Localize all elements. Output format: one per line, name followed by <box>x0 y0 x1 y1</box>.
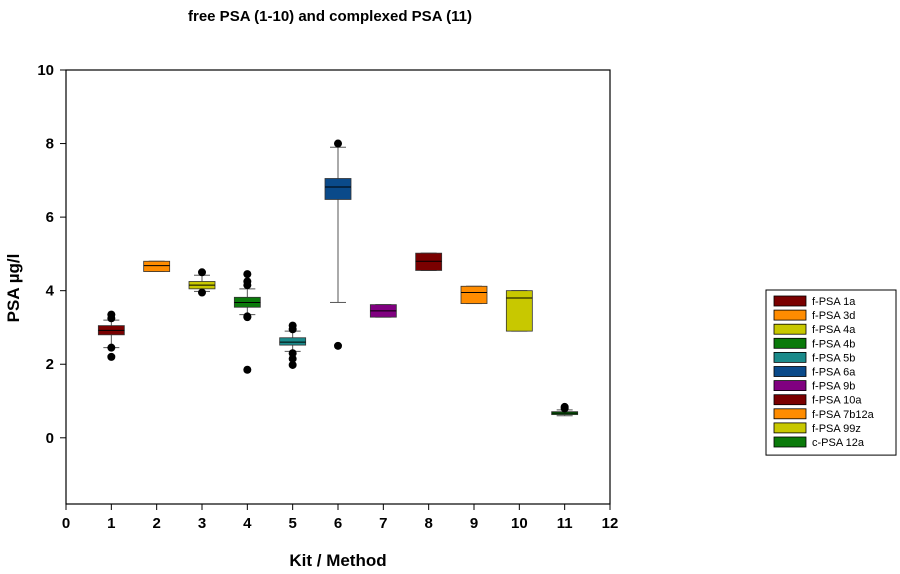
box-5 <box>279 321 307 369</box>
box-3 <box>188 268 216 297</box>
box-body <box>415 252 443 271</box>
x-axis-label: Kit / Method <box>289 551 386 570</box>
legend-label: f-PSA 7b12a <box>812 409 875 421</box>
legend-label: f-PSA 9b <box>812 381 855 393</box>
outlier-point <box>560 404 569 413</box>
plot-area <box>97 139 579 417</box>
y-tick-label: 8 <box>46 136 54 153</box>
legend-swatch <box>773 394 807 406</box>
x-tick-label: 7 <box>379 515 387 532</box>
box-10 <box>505 290 533 332</box>
legend-label: f-PSA 99z <box>812 423 861 435</box>
legend-label: f-PSA 5b <box>812 352 855 364</box>
x-tick-label: 5 <box>288 515 296 532</box>
legend-swatch <box>773 309 807 321</box>
outlier-point <box>107 343 116 352</box>
y-axis-label: PSA µg/l <box>4 254 23 323</box>
legend-swatch <box>773 351 807 363</box>
box-11 <box>551 402 579 417</box>
chart-title: free PSA (1-10) and complexed PSA (11) <box>188 8 472 25</box>
x-tick-label: 3 <box>198 515 206 532</box>
legend-swatch <box>773 380 807 392</box>
y-tick-label: 0 <box>46 430 54 447</box>
x-tick-label: 4 <box>243 515 252 532</box>
x-tick-label: 9 <box>470 515 478 532</box>
outlier-point <box>243 281 252 290</box>
outlier-point <box>334 139 342 148</box>
legend-swatch <box>773 436 807 448</box>
box-7 <box>369 304 397 318</box>
legend-label: f-PSA 10a <box>812 395 862 407</box>
box-4 <box>233 270 261 374</box>
legend-label: c-PSA 12a <box>812 437 865 449</box>
outlier-point <box>107 310 116 319</box>
outlier-point <box>107 352 116 361</box>
legend-label: f-PSA 3d <box>812 310 855 322</box>
legend: f-PSA 1a f-PSA 3d f-PSA 4a f-PSA 4b f-PSA 5b… <box>765 289 897 456</box>
box-2 <box>143 260 171 273</box>
box-6 <box>324 139 352 350</box>
x-tick-label: 10 <box>511 515 528 532</box>
legend-swatch <box>773 323 807 335</box>
box-9 <box>460 285 488 305</box>
x-tick-label: 0 <box>62 515 70 532</box>
outlier-point <box>288 354 297 363</box>
outlier-point <box>198 268 206 277</box>
box-body <box>505 290 533 332</box>
box-1 <box>97 310 125 361</box>
x-tick-label: 1 <box>107 515 115 532</box>
x-tick-label: 11 <box>557 515 573 532</box>
legend-label: f-PSA 4b <box>812 338 855 350</box>
outlier-point <box>288 360 297 369</box>
y-tick-label: 4 <box>46 283 55 300</box>
outlier-point <box>334 341 342 350</box>
outlier-point <box>198 288 206 297</box>
legend-label: f-PSA 4a <box>812 324 856 336</box>
outlier-point <box>288 325 297 334</box>
outlier-point <box>243 313 252 322</box>
outlier-point <box>288 349 297 358</box>
x-tick-label: 8 <box>424 515 432 532</box>
legend-label: f-PSA 6a <box>812 367 856 379</box>
box-body <box>143 260 171 272</box>
legend-swatch <box>773 422 807 434</box>
legend-swatch <box>773 366 807 377</box>
x-tick-label: 6 <box>334 515 342 532</box>
box-body <box>460 285 488 304</box>
y-tick-label: 6 <box>46 209 54 226</box>
x-tick-label: 2 <box>152 515 160 532</box>
legend-swatch <box>773 337 807 349</box>
legend-swatch <box>773 295 807 307</box>
box-body <box>324 178 352 200</box>
outlier-point <box>243 270 252 279</box>
outlier-point <box>243 365 252 374</box>
x-tick-label: 12 <box>602 515 619 532</box>
y-tick-label: 2 <box>46 356 54 373</box>
legend-swatch <box>773 408 807 420</box>
legend-label: f-PSA 1a <box>812 296 856 308</box>
box-8 <box>415 252 443 271</box>
y-tick-label: 10 <box>37 62 54 79</box>
box-body <box>279 337 307 346</box>
